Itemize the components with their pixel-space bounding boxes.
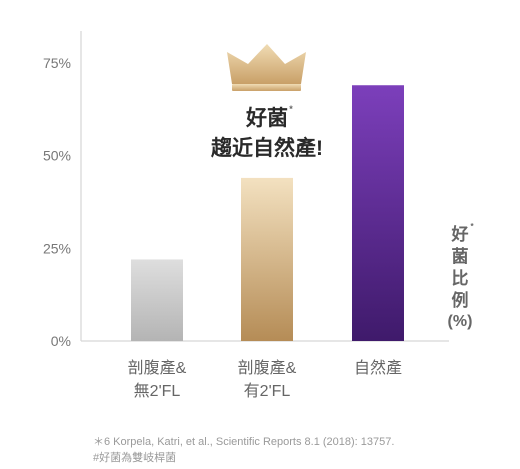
annotation-marker: * (289, 104, 293, 114)
y-tick-labels: 0% 25% 50% 75% (43, 55, 71, 349)
y-axis-label: 好 * 菌 比 例 (%) (448, 222, 475, 330)
bar-chart: 0% 25% 50% 75% 剖腹產&無2'FL 剖腹產&有2'FL 自然產 好菌 * 趨… (43, 31, 475, 400)
category-label: 自然產 (354, 359, 402, 377)
y-label-char-3: 比 (452, 268, 469, 288)
category-label: 剖腹產& (128, 359, 187, 377)
y-label-char-2: 菌 (452, 247, 469, 266)
category-labels: 剖腹產&無2'FL 剖腹產&有2'FL 自然產 (128, 359, 402, 400)
category-label: 有2'FL (244, 382, 291, 400)
footnote-reference: ＊6 Korpela, Katri, et al., Scientific Re… (93, 436, 395, 448)
y-tick-label: 75% (43, 55, 71, 71)
y-tick-label: 25% (43, 240, 71, 256)
annotation-line-2: 趨近自然產! (210, 136, 323, 160)
bar (241, 177, 293, 341)
bar (352, 85, 404, 342)
y-tick-label: 0% (51, 333, 71, 349)
category-label: 剖腹產& (238, 359, 297, 377)
bars (131, 85, 404, 342)
annotation: 好菌 * 趨近自然產! (210, 104, 323, 160)
footnote-hashtag: #好菌為雙岐桿菌 (93, 452, 177, 464)
y-label-char-4: 例 (452, 290, 469, 310)
y-tick-label: 50% (43, 148, 71, 164)
bar (131, 259, 183, 341)
y-label-marker: * (470, 222, 474, 231)
crown-icon (227, 44, 306, 91)
category-label: 無2'FL (134, 382, 181, 400)
annotation-line-1: 好菌 (245, 106, 288, 130)
y-label-unit: (%) (448, 313, 473, 330)
y-label-char-1: 好 (451, 224, 469, 244)
